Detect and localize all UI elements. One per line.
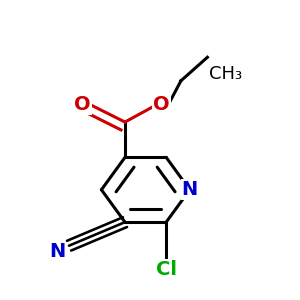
Text: CH₃: CH₃ xyxy=(209,64,242,82)
Text: N: N xyxy=(49,242,65,261)
Text: O: O xyxy=(154,95,170,114)
Text: N: N xyxy=(182,180,198,199)
Text: Cl: Cl xyxy=(156,260,177,279)
Text: O: O xyxy=(74,95,91,114)
